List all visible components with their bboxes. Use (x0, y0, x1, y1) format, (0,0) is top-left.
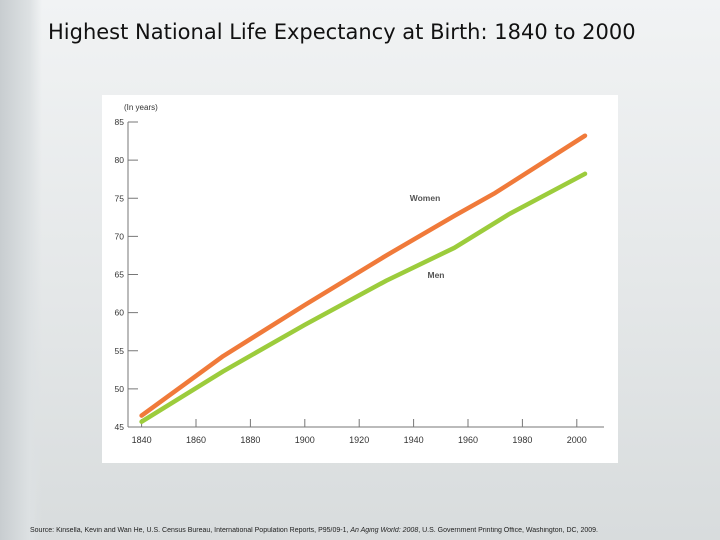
y-axis-unit-label: (In years) (124, 103, 158, 112)
x-tick-label: 1940 (404, 435, 424, 445)
slide-title: Highest National Life Expectancy at Birt… (48, 20, 636, 44)
y-tick-label: 50 (115, 384, 125, 394)
x-tick-label: 1900 (295, 435, 315, 445)
x-tick-label: 1980 (512, 435, 532, 445)
source-note: Source: Kinsella, Kevin and Wan He, U.S.… (30, 527, 710, 534)
y-tick-label: 65 (115, 270, 125, 280)
series-line-women (139, 133, 588, 418)
x-tick-label: 1920 (349, 435, 369, 445)
series-line-men (139, 171, 588, 424)
y-tick-label: 70 (115, 231, 125, 241)
x-tick-label: 1960 (458, 435, 478, 445)
y-tick-label: 80 (115, 155, 125, 165)
x-tick-label: 1860 (186, 435, 206, 445)
y-tick-label: 45 (115, 422, 125, 432)
source-prefix: Source: Kinsella, Kevin and Wan He, U.S.… (30, 527, 351, 534)
y-tick-label: 55 (115, 346, 125, 356)
slide-left-band (0, 0, 42, 540)
y-tick-label: 75 (115, 193, 125, 203)
series-label-women: Women (410, 193, 441, 203)
x-tick-label: 1840 (132, 435, 152, 445)
source-suffix: , U.S. Government Printing Office, Washi… (418, 527, 598, 534)
x-tick-label: 2000 (567, 435, 587, 445)
y-tick-label: 60 (115, 308, 125, 318)
y-tick-label: 85 (115, 117, 125, 127)
life-expectancy-chart: (In years) 45 50 55 60 65 70 75 80 85 1840 1860 188… (115, 103, 604, 445)
source-publication-title: An Aging World: 2008 (350, 527, 419, 534)
x-tick-label: 1880 (240, 435, 260, 445)
series-label-men: Men (428, 270, 445, 280)
chart-panel: (In years) 45 50 55 60 65 70 75 80 85 1840 1860 188… (102, 95, 618, 463)
